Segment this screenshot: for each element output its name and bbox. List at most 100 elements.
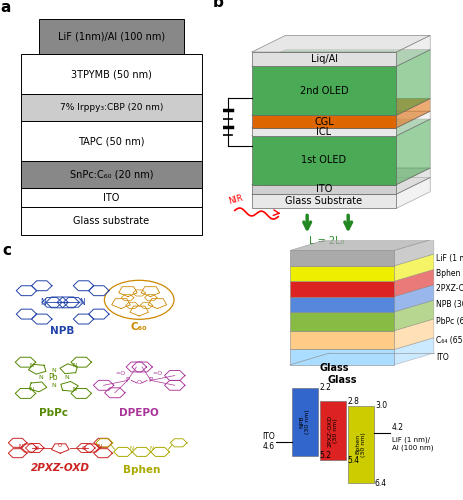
Polygon shape bbox=[251, 111, 429, 128]
Polygon shape bbox=[394, 338, 433, 365]
Text: 2PXZ-OXD
(30 nm): 2PXZ-OXD (30 nm) bbox=[327, 414, 338, 447]
Text: 3.0: 3.0 bbox=[374, 401, 386, 410]
Text: PbPc (60 nm): PbPc (60 nm) bbox=[435, 317, 463, 326]
Text: N: N bbox=[51, 382, 56, 388]
Text: ITO: ITO bbox=[103, 192, 119, 202]
Polygon shape bbox=[289, 281, 394, 296]
Text: NPB
(30 nm): NPB (30 nm) bbox=[299, 410, 310, 434]
Text: N: N bbox=[129, 446, 133, 452]
Polygon shape bbox=[395, 98, 429, 128]
Text: 1st OLED: 1st OLED bbox=[301, 155, 346, 165]
Text: 4.6: 4.6 bbox=[263, 442, 275, 450]
Text: 2PXZ-OXD (30 nm): 2PXZ-OXD (30 nm) bbox=[435, 284, 463, 294]
Polygon shape bbox=[251, 66, 395, 115]
Text: P: P bbox=[125, 378, 129, 384]
Bar bbox=[21, 54, 202, 94]
Text: ICL: ICL bbox=[316, 127, 331, 137]
Text: CGL: CGL bbox=[313, 116, 333, 126]
Text: a: a bbox=[0, 0, 11, 16]
Text: N: N bbox=[30, 364, 34, 368]
Bar bbox=[21, 208, 202, 236]
Text: N: N bbox=[79, 298, 84, 307]
Text: N: N bbox=[19, 444, 23, 449]
Text: Glass: Glass bbox=[327, 375, 356, 385]
Text: O: O bbox=[35, 446, 39, 450]
Text: 6.4: 6.4 bbox=[374, 478, 386, 488]
Polygon shape bbox=[251, 119, 429, 136]
Text: O: O bbox=[81, 446, 86, 450]
Text: N: N bbox=[51, 368, 56, 373]
Bar bbox=[21, 188, 202, 208]
Polygon shape bbox=[394, 285, 433, 312]
Polygon shape bbox=[251, 168, 429, 184]
Polygon shape bbox=[395, 168, 429, 194]
Bar bbox=[319, 401, 345, 460]
Bar bbox=[39, 19, 183, 54]
Text: N: N bbox=[38, 376, 43, 380]
Text: O: O bbox=[58, 443, 63, 448]
Text: 4.2: 4.2 bbox=[391, 424, 403, 432]
Text: 5.4: 5.4 bbox=[346, 456, 358, 465]
Text: 3TPYMB (50 nm): 3TPYMB (50 nm) bbox=[71, 69, 151, 79]
Polygon shape bbox=[251, 52, 395, 66]
Text: NPB: NPB bbox=[50, 326, 75, 336]
Text: LiF (1 nm)/: LiF (1 nm)/ bbox=[391, 436, 429, 443]
Text: b: b bbox=[213, 0, 224, 10]
Text: PbPc: PbPc bbox=[39, 408, 68, 418]
Polygon shape bbox=[251, 115, 395, 128]
Polygon shape bbox=[251, 36, 429, 52]
Text: ITO: ITO bbox=[262, 432, 275, 442]
Text: ITO: ITO bbox=[315, 184, 332, 194]
Polygon shape bbox=[251, 178, 429, 194]
Text: N: N bbox=[73, 388, 76, 392]
Text: LiF (1nm)/Al (100 nm): LiF (1nm)/Al (100 nm) bbox=[58, 32, 164, 42]
Polygon shape bbox=[289, 238, 433, 250]
Text: =O: =O bbox=[152, 372, 163, 376]
Text: =O: =O bbox=[115, 372, 125, 376]
Text: ITO: ITO bbox=[435, 352, 448, 362]
Polygon shape bbox=[289, 296, 394, 312]
Polygon shape bbox=[394, 319, 433, 350]
Bar bbox=[21, 121, 202, 162]
Polygon shape bbox=[251, 98, 429, 115]
Text: Al (100 nm): Al (100 nm) bbox=[391, 444, 432, 450]
Text: Liq/Al: Liq/Al bbox=[310, 54, 337, 64]
Polygon shape bbox=[395, 36, 429, 66]
Text: c: c bbox=[2, 242, 11, 258]
Polygon shape bbox=[289, 350, 394, 365]
Text: N: N bbox=[64, 376, 69, 380]
Text: 7% Irppy₃:CBP (20 nm): 7% Irppy₃:CBP (20 nm) bbox=[60, 103, 163, 112]
Text: Pb: Pb bbox=[49, 374, 58, 382]
Text: L = 2L₀: L = 2L₀ bbox=[308, 236, 344, 246]
Text: N: N bbox=[41, 298, 46, 307]
Text: Glass substrate: Glass substrate bbox=[73, 216, 149, 226]
Polygon shape bbox=[394, 300, 433, 330]
Text: Glass: Glass bbox=[319, 362, 348, 372]
Polygon shape bbox=[395, 50, 429, 115]
Text: TAPC (50 nm): TAPC (50 nm) bbox=[78, 136, 144, 146]
Text: C₆₀: C₆₀ bbox=[131, 322, 147, 332]
Text: N: N bbox=[150, 446, 153, 452]
Text: NIR: NIR bbox=[227, 194, 244, 206]
Polygon shape bbox=[394, 238, 433, 266]
Bar bbox=[21, 94, 202, 121]
Polygon shape bbox=[289, 330, 394, 349]
Polygon shape bbox=[395, 119, 429, 184]
Text: LiF (1 nm)/Al (100 nm): LiF (1 nm)/Al (100 nm) bbox=[435, 254, 463, 262]
Bar bbox=[21, 162, 202, 188]
Text: Bphen (30 nm): Bphen (30 nm) bbox=[435, 269, 463, 278]
Polygon shape bbox=[395, 111, 429, 136]
Polygon shape bbox=[251, 50, 429, 66]
Text: C₆₄ (65 nm): C₆₄ (65 nm) bbox=[435, 336, 463, 344]
Text: 2PXZ-OXD: 2PXZ-OXD bbox=[31, 464, 90, 473]
Text: O: O bbox=[137, 380, 141, 386]
Text: 2.8: 2.8 bbox=[346, 396, 358, 406]
Polygon shape bbox=[251, 184, 395, 194]
Polygon shape bbox=[251, 136, 395, 184]
Text: 5.2: 5.2 bbox=[319, 452, 331, 460]
Text: Glass Substrate: Glass Substrate bbox=[285, 196, 362, 206]
Text: N: N bbox=[98, 444, 101, 449]
Bar bbox=[292, 388, 317, 456]
Polygon shape bbox=[289, 250, 394, 266]
Text: Bphen
(30 nm): Bphen (30 nm) bbox=[355, 432, 365, 457]
